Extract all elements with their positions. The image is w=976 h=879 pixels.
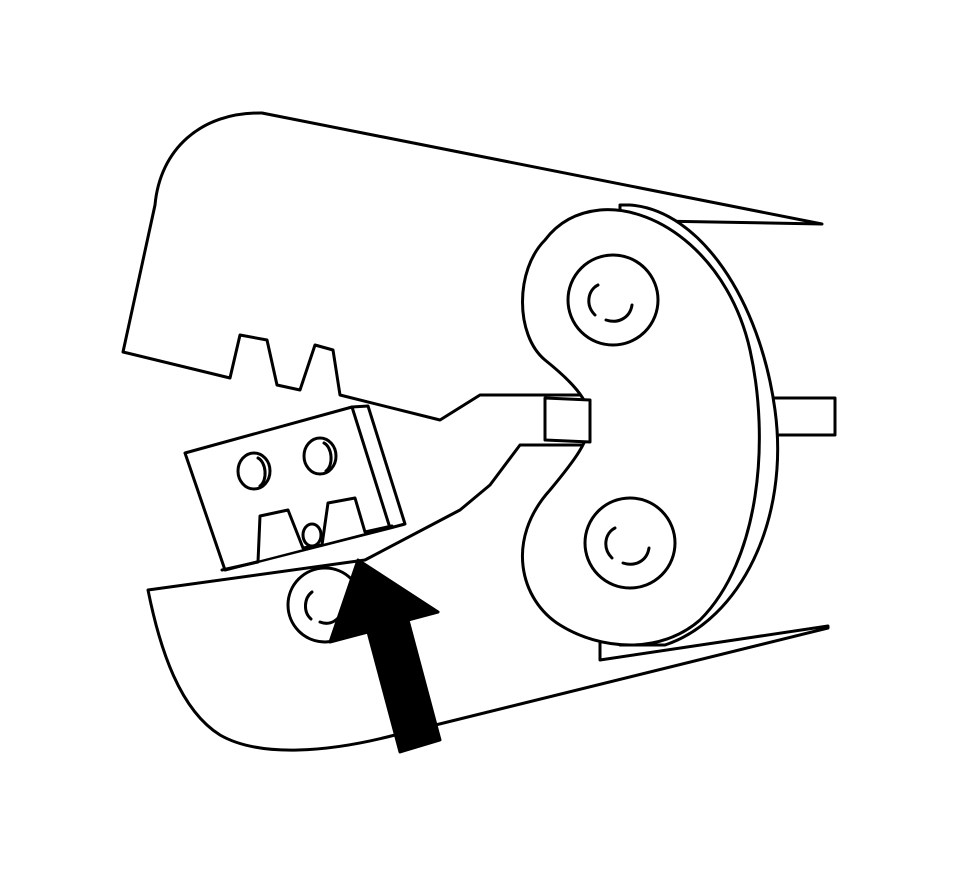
upper-jaw (121, 111, 824, 422)
die-pin (301, 522, 323, 548)
arrow-up-icon (328, 558, 442, 754)
lower-jaw (146, 443, 830, 752)
pivot-screw-upper (566, 253, 660, 347)
die-insert-edge (350, 404, 407, 530)
die-nose (543, 396, 592, 444)
pivot-screw-lower (583, 496, 677, 590)
